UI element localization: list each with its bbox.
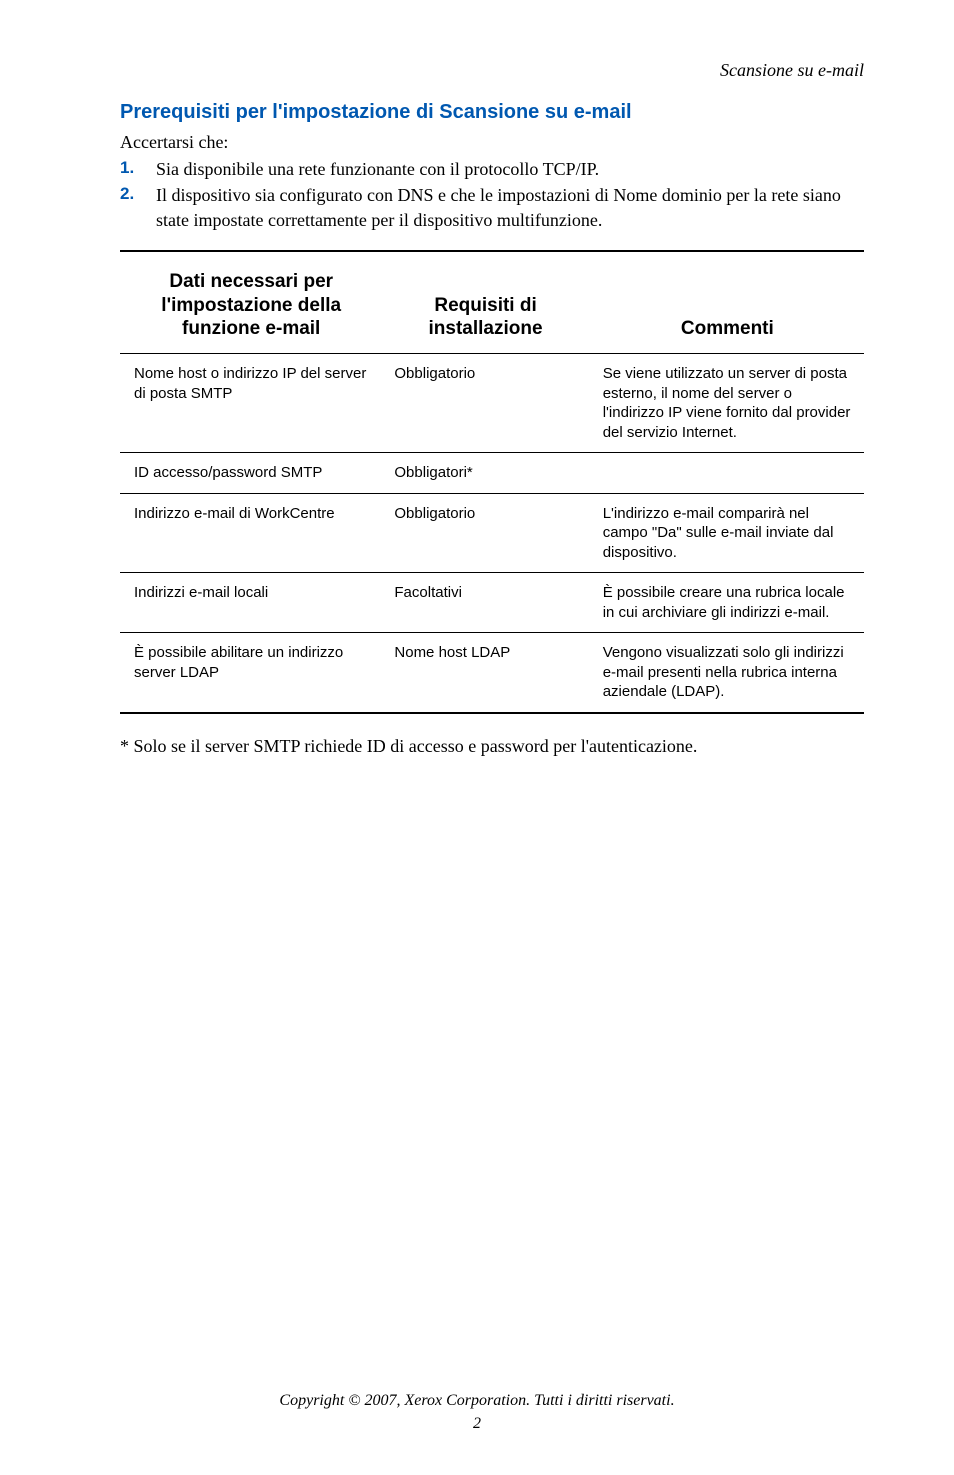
list-item: 1. Sia disponibile una rete funzionante …: [120, 157, 864, 181]
prerequisite-list: 1. Sia disponibile una rete funzionante …: [120, 157, 864, 232]
table-row: Nome host o indirizzo IP del server di p…: [120, 354, 864, 453]
cell-requirement: Facoltativi: [380, 573, 588, 633]
table-row: Indirizzi e-mail locali Facoltativi È po…: [120, 573, 864, 633]
intro-line: Accertarsi che:: [120, 132, 864, 153]
table-header-col3: Commenti: [589, 251, 864, 354]
list-item: 2. Il dispositivo sia configurato con DN…: [120, 183, 864, 232]
copyright-line: Copyright © 2007, Xerox Corporation. Tut…: [0, 1390, 954, 1412]
section-heading: Prerequisiti per l'impostazione di Scans…: [120, 101, 864, 124]
cell-comment: [589, 453, 864, 494]
cell-requirement: Obbligatorio: [380, 493, 588, 573]
table-row: È possibile abilitare un indirizzo serve…: [120, 633, 864, 713]
table-header-col1: Dati necessari per l'impostazione della …: [120, 251, 380, 354]
cell-item: Nome host o indirizzo IP del server di p…: [120, 354, 380, 453]
cell-comment: L'indirizzo e-mail comparirà nel campo "…: [589, 493, 864, 573]
cell-requirement: Obbligatori*: [380, 453, 588, 494]
cell-requirement: Obbligatorio: [380, 354, 588, 453]
table-header-row: Dati necessari per l'impostazione della …: [120, 251, 864, 354]
page: Scansione su e-mail Prerequisiti per l'i…: [0, 0, 954, 1475]
cell-item: Indirizzi e-mail locali: [120, 573, 380, 633]
cell-comment: Se viene utilizzato un server di posta e…: [589, 354, 864, 453]
page-footer: Copyright © 2007, Xerox Corporation. Tut…: [0, 1390, 954, 1435]
cell-item: Indirizzo e-mail di WorkCentre: [120, 493, 380, 573]
cell-item: ID accesso/password SMTP: [120, 453, 380, 494]
cell-comment: È possibile creare una rubrica locale in…: [589, 573, 864, 633]
table-row: Indirizzo e-mail di WorkCentre Obbligato…: [120, 493, 864, 573]
list-text: Sia disponibile una rete funzionante con…: [156, 157, 864, 181]
running-header: Scansione su e-mail: [120, 60, 864, 81]
list-number: 2.: [120, 183, 156, 232]
cell-requirement: Nome host LDAP: [380, 633, 588, 713]
table-row: ID accesso/password SMTP Obbligatori*: [120, 453, 864, 494]
cell-comment: Vengono visualizzati solo gli indirizzi …: [589, 633, 864, 713]
list-number: 1.: [120, 157, 156, 181]
footnote: * Solo se il server SMTP richiede ID di …: [120, 736, 864, 757]
page-number: 2: [0, 1413, 954, 1435]
cell-item: È possibile abilitare un indirizzo serve…: [120, 633, 380, 713]
requirements-table: Dati necessari per l'impostazione della …: [120, 250, 864, 714]
list-text: Il dispositivo sia configurato con DNS e…: [156, 183, 864, 232]
table-header-col2: Requisiti di installazione: [380, 251, 588, 354]
